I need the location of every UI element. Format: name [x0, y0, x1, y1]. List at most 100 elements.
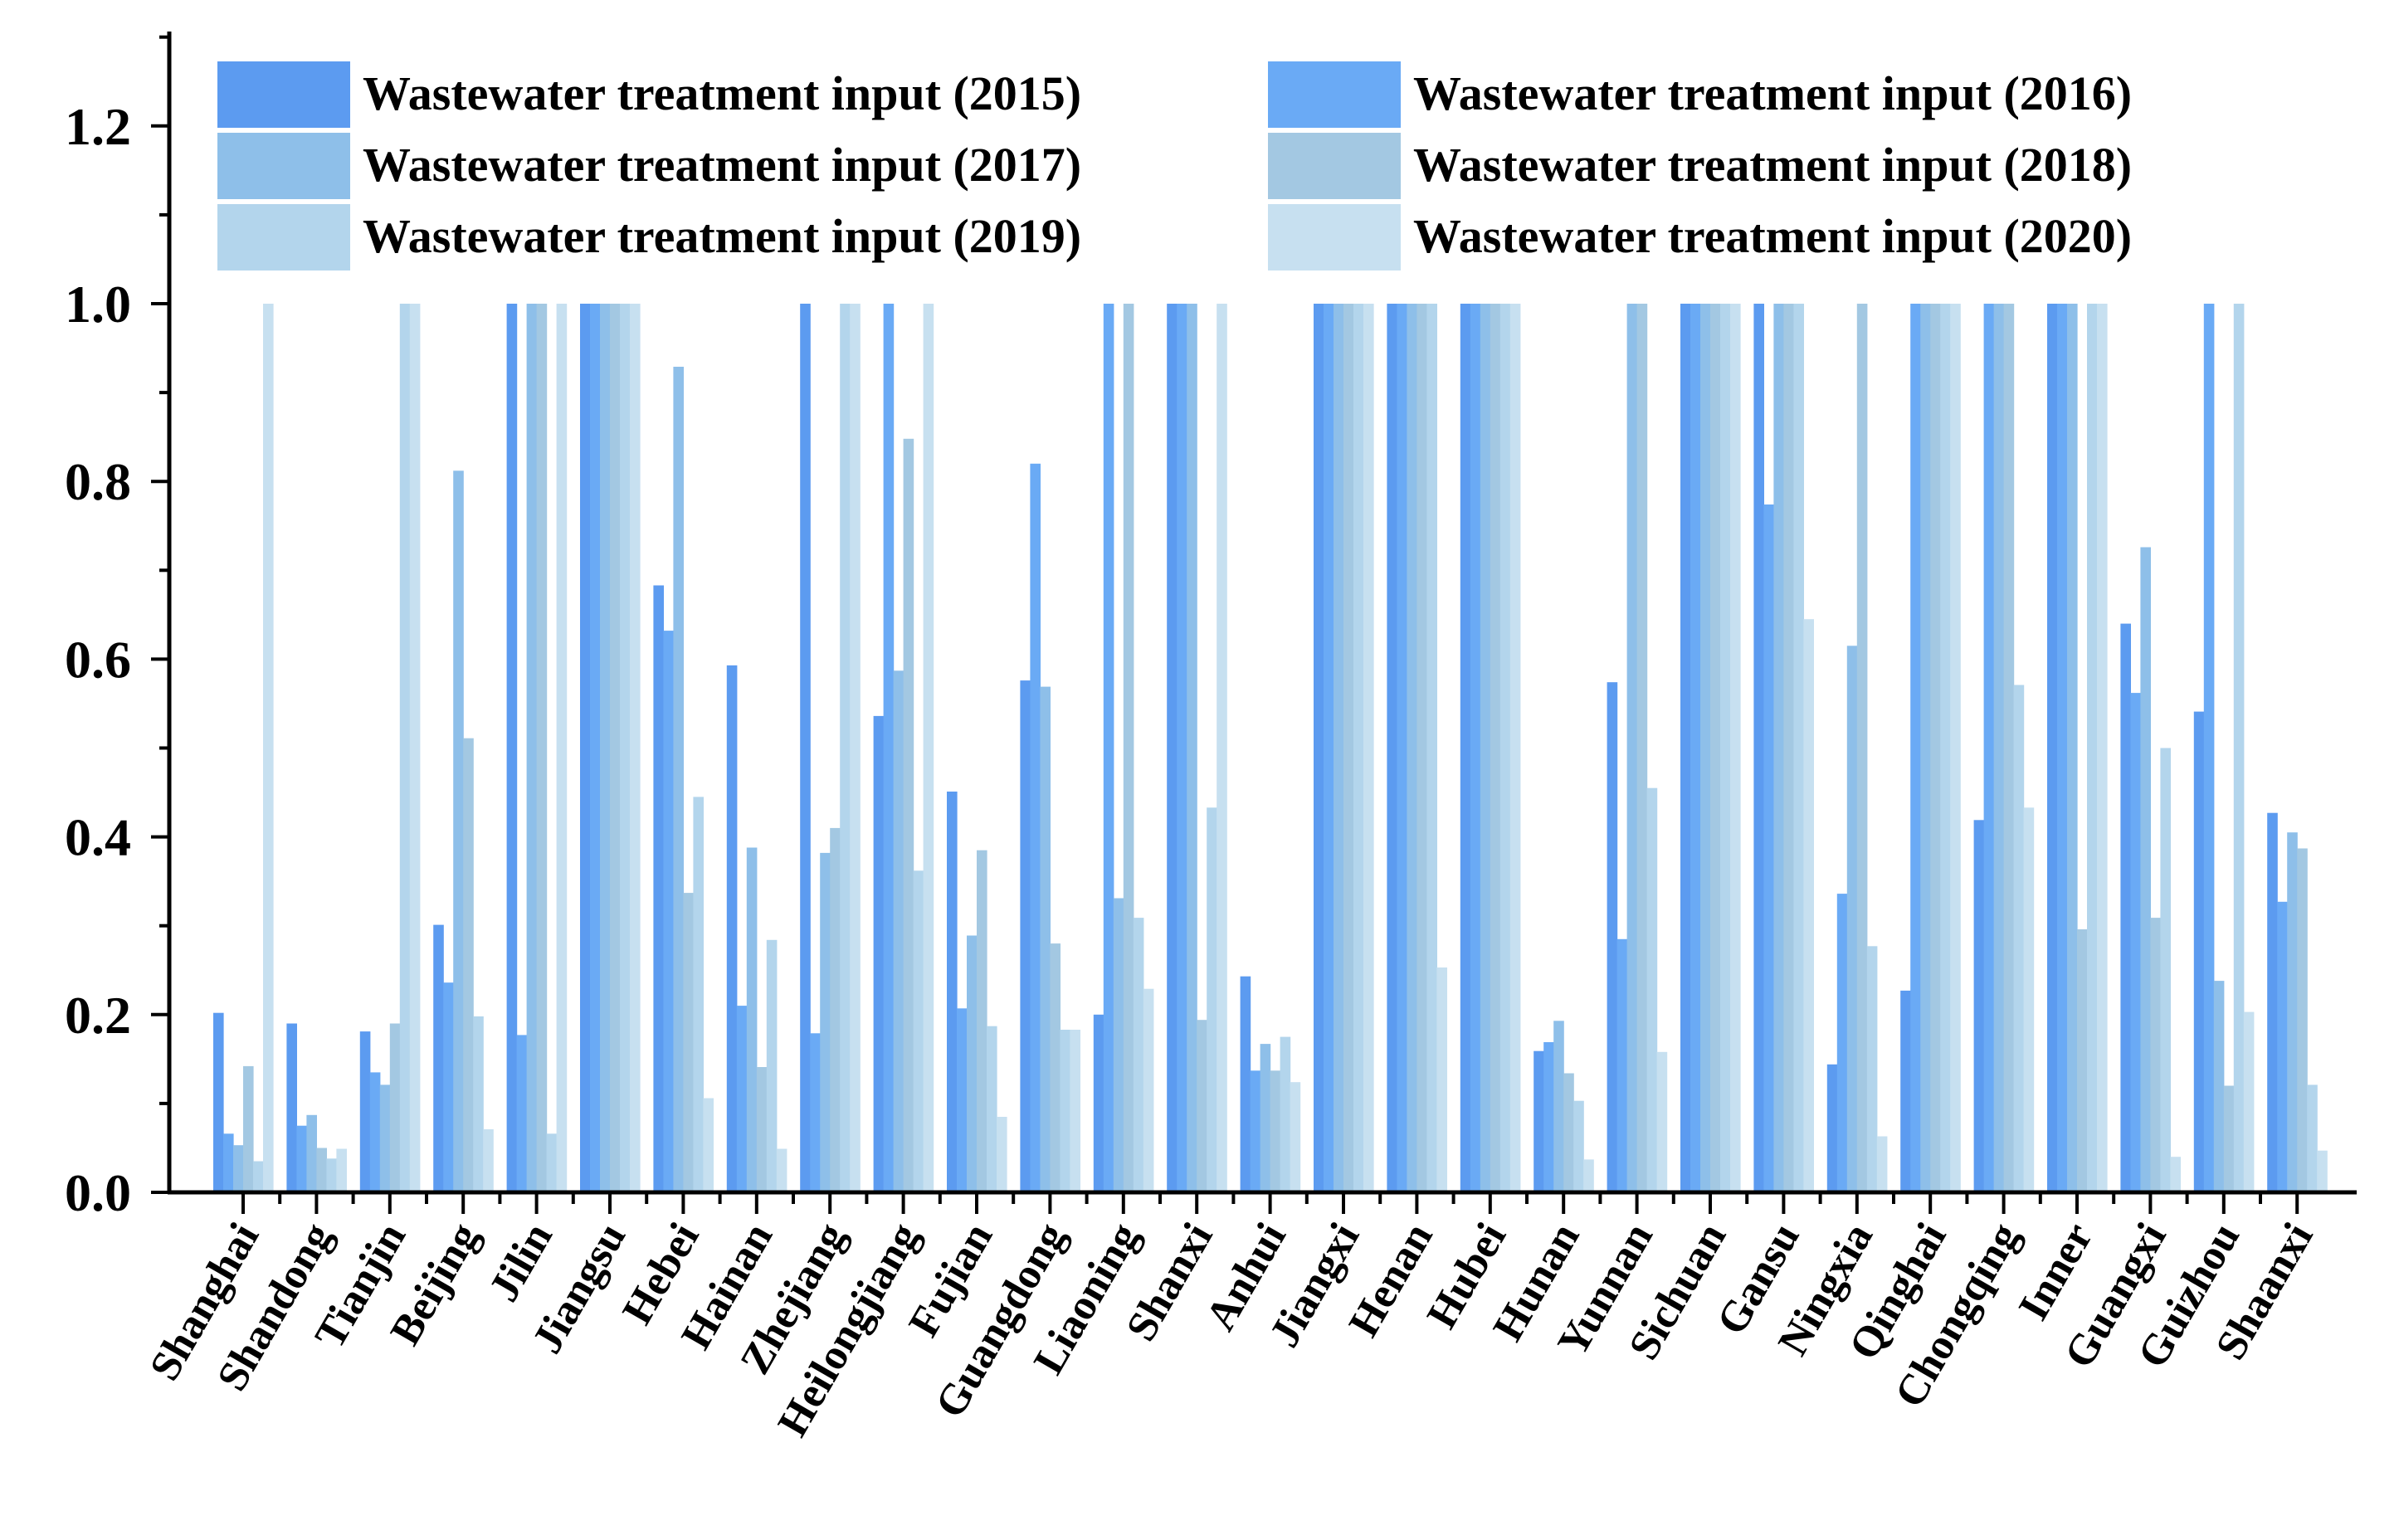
y-tick-label: 0.2 — [65, 986, 131, 1045]
bar-inner-1 — [2047, 304, 2058, 1192]
bar-shandong-3 — [306, 1114, 317, 1192]
bar-shanghai-6 — [263, 304, 274, 1192]
bar-sichuan-4 — [1710, 304, 1721, 1192]
bar-shanxi-4 — [1197, 1020, 1207, 1192]
bar-liaoning-3 — [1113, 898, 1124, 1192]
bar-guangxi-2 — [2130, 693, 2141, 1192]
bar-hubei-3 — [1480, 304, 1491, 1192]
bar-shanghai-5 — [253, 1161, 264, 1192]
bar-shaanxi-3 — [2287, 832, 2298, 1192]
bar-hubei-5 — [1499, 304, 1511, 1192]
bar-heilongjiang-2 — [883, 304, 895, 1192]
legend-label-1: Wastewater treatment input (2015) — [363, 66, 1081, 120]
bar-anhui-3 — [1260, 1044, 1271, 1192]
bar-hainan-6 — [776, 1148, 787, 1192]
legend-swatch-2 — [1268, 61, 1401, 128]
bar-shandong-4 — [316, 1148, 327, 1192]
bar-liaoning-6 — [1143, 988, 1154, 1192]
bar-tianjin-5 — [399, 304, 411, 1192]
bar-gansu-2 — [1763, 504, 1774, 1192]
bar-chongqing-4 — [2003, 304, 2015, 1192]
bar-liaoning-1 — [1093, 1014, 1104, 1192]
bar-ningxia-5 — [1866, 946, 1878, 1192]
bar-heilongjiang-3 — [893, 670, 905, 1192]
y-tick-label: 0.4 — [65, 808, 131, 867]
bar-gansu-6 — [1803, 619, 1814, 1192]
bar-jiangsu-2 — [590, 304, 601, 1192]
bar-liaoning-2 — [1103, 304, 1114, 1192]
bar-hebei-6 — [703, 1098, 714, 1192]
bar-fujian-6 — [997, 1117, 1007, 1192]
bar-shanxi-1 — [1167, 304, 1178, 1192]
legend-label-6: Wastewater treatment input (2020) — [1413, 209, 2132, 263]
bar-jiangxi-1 — [1314, 304, 1324, 1192]
bar-hubei-6 — [1509, 304, 1521, 1192]
bar-zhejiang-6 — [850, 304, 861, 1192]
bar-beijing-4 — [463, 738, 474, 1192]
bar-chongqing-6 — [2023, 807, 2035, 1192]
bar-jiangsu-1 — [580, 304, 591, 1192]
bar-ningxia-4 — [1856, 304, 1868, 1192]
legend-label-4: Wastewater treatment input (2018) — [1413, 138, 2132, 192]
bar-henan-3 — [1407, 304, 1417, 1192]
bar-guangdong-6 — [1070, 1030, 1080, 1192]
legend-label-2: Wastewater treatment input (2016) — [1413, 66, 2132, 120]
bar-yunnan-6 — [1656, 1051, 1668, 1192]
bar-beijing-5 — [473, 1016, 484, 1192]
bar-anhui-2 — [1250, 1070, 1261, 1192]
bar-tianjin-4 — [389, 1023, 401, 1192]
bar-hubei-2 — [1470, 304, 1481, 1192]
bar-jiangxi-4 — [1343, 304, 1354, 1192]
bar-zhejiang-2 — [810, 1033, 821, 1192]
bars-layer — [213, 304, 2328, 1192]
legend: Wastewater treatment input (2015) Wastewa… — [217, 61, 2132, 270]
bar-qinghai-2 — [1910, 304, 1921, 1192]
y-tick-label: 1.0 — [65, 275, 131, 334]
bar-chongqing-3 — [1993, 304, 2005, 1192]
bar-hubei-1 — [1460, 304, 1471, 1192]
bar-hainan-5 — [766, 939, 778, 1192]
bar-fujian-2 — [957, 1008, 968, 1192]
bar-hunan-4 — [1563, 1073, 1574, 1192]
bar-jiangsu-3 — [600, 304, 611, 1192]
bar-guangxi-1 — [2120, 623, 2131, 1192]
legend-swatch-5 — [217, 204, 350, 270]
bar-shandong-2 — [296, 1125, 307, 1192]
bar-henan-2 — [1397, 304, 1407, 1192]
bar-zhejiang-1 — [800, 304, 811, 1192]
bar-sichuan-2 — [1690, 304, 1701, 1192]
bar-jiangxi-3 — [1334, 304, 1344, 1192]
bar-guangdong-5 — [1060, 1030, 1070, 1192]
y-tick-label: 0.0 — [65, 1163, 131, 1222]
bar-guangdong-1 — [1020, 680, 1031, 1192]
bar-beijing-1 — [433, 924, 444, 1192]
bar-shandong-6 — [336, 1148, 347, 1192]
bar-zhejiang-4 — [830, 827, 841, 1192]
bar-jiangsu-4 — [610, 304, 621, 1192]
bar-beijing-6 — [483, 1129, 494, 1192]
bar-jilin-3 — [526, 304, 538, 1192]
bar-tianjin-1 — [359, 1031, 371, 1192]
bar-guangxi-6 — [2170, 1157, 2181, 1192]
bar-shaanxi-2 — [2277, 901, 2288, 1192]
bar-fujian-4 — [977, 850, 987, 1192]
bar-shandong-5 — [326, 1158, 337, 1192]
bar-anhui-5 — [1280, 1036, 1291, 1192]
bar-fujian-5 — [987, 1026, 997, 1192]
bar-shanxi-5 — [1207, 807, 1217, 1192]
legend-label-5: Wastewater treatment input (2019) — [363, 209, 1081, 263]
bar-hunan-1 — [1534, 1050, 1544, 1192]
bar-heilongjiang-1 — [873, 715, 885, 1192]
bar-guizhou-5 — [2233, 304, 2245, 1192]
bar-qinghai-3 — [1920, 304, 1931, 1192]
bar-shanxi-6 — [1217, 304, 1227, 1192]
bar-hainan-4 — [756, 1067, 768, 1192]
bar-inner-5 — [2087, 304, 2098, 1192]
bar-anhui-6 — [1290, 1082, 1301, 1192]
bar-yunnan-5 — [1646, 787, 1658, 1192]
bar-jiangxi-5 — [1353, 304, 1364, 1192]
y-tick-label: 0.6 — [65, 630, 131, 689]
bar-henan-5 — [1426, 304, 1437, 1192]
bar-liaoning-4 — [1123, 304, 1134, 1192]
